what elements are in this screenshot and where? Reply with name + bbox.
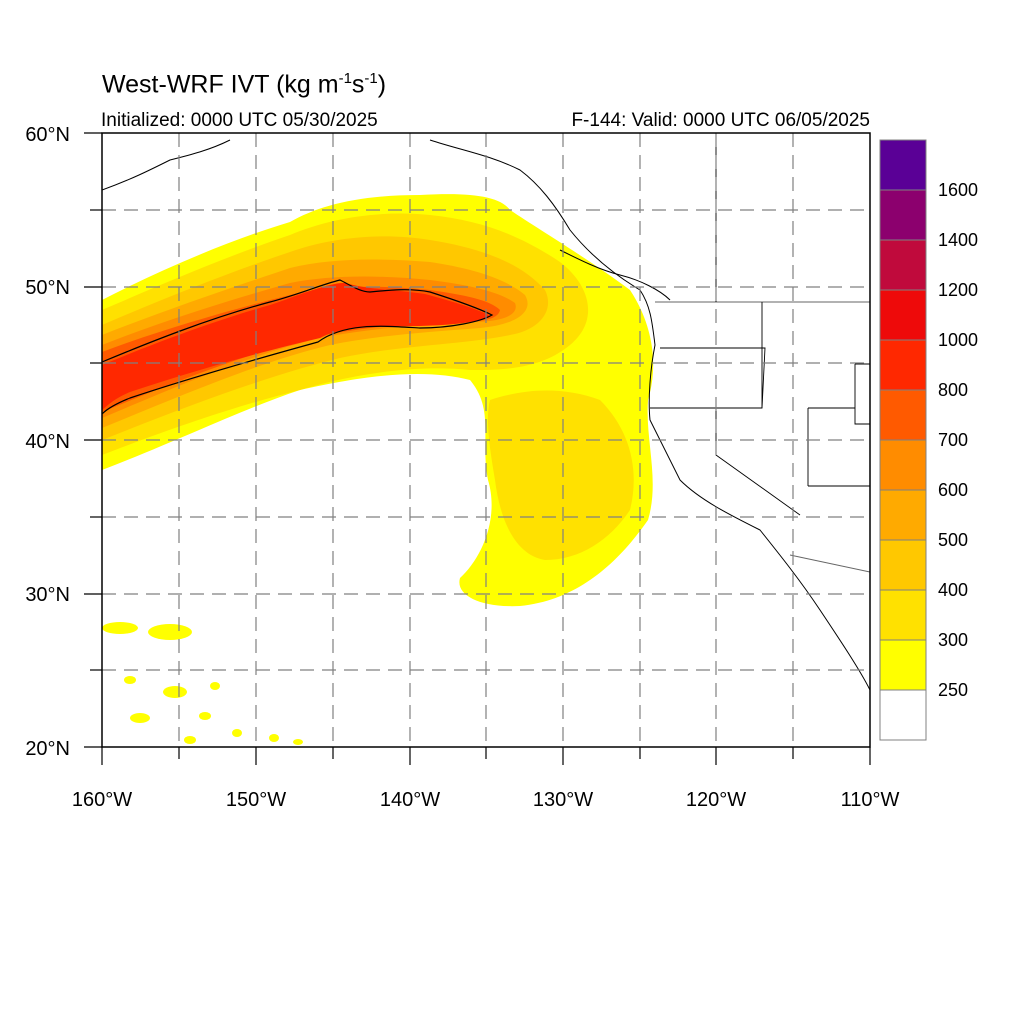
x-tick-label: 150°W — [226, 789, 286, 811]
colorbar-box — [879, 339, 927, 391]
colorbar-label: 700 — [938, 430, 968, 450]
colorbar-label: 400 — [938, 580, 968, 600]
axis-ticks — [84, 132, 871, 765]
colorbar-box — [879, 139, 927, 191]
colorbar-label: 800 — [938, 380, 968, 400]
colorbar-label: 600 — [938, 480, 968, 500]
colorbar-box — [879, 539, 927, 591]
colorbar-label: 250 — [938, 680, 968, 700]
y-tick-label: 60°N — [25, 124, 70, 146]
x-axis-labels: 160°W 150°W 140°W 130°W 120°W 110°W — [72, 789, 900, 811]
colorbar-box — [879, 289, 927, 341]
x-tick-label: 110°W — [841, 789, 900, 811]
y-axis-labels: 20°N 30°N 40°N 50°N 60°N — [25, 124, 70, 760]
x-tick-label: 120°W — [686, 789, 746, 811]
colorbar-label: 300 — [938, 630, 968, 650]
map-title: West-WRF IVT (kg m-1s-1) — [102, 70, 387, 99]
colorbar-box — [879, 639, 927, 691]
colorbar-label: 500 — [938, 530, 968, 550]
colorbar-box — [879, 439, 927, 491]
y-tick-label: 40°N — [25, 431, 70, 453]
ivt-contour-300-south — [487, 390, 634, 560]
valid-time-label: F-144: Valid: 0000 UTC 06/05/2025 — [571, 110, 870, 131]
x-tick-label: 130°W — [533, 789, 593, 811]
colorbar-label: 1400 — [938, 230, 978, 250]
x-tick-label: 160°W — [72, 789, 132, 811]
map-grid — [102, 133, 870, 747]
ivt-contour-line-800 — [102, 279, 494, 415]
colorbar: 250 300 400 500 600 700 800 1000 1200 1400 1600 — [879, 139, 978, 741]
x-tick-label: 140°W — [380, 789, 440, 811]
colorbar-label: 1600 — [938, 180, 978, 200]
colorbar-label: 1200 — [938, 280, 978, 300]
colorbar-box — [879, 239, 927, 291]
ivt-field — [102, 194, 654, 745]
ivt-contour-800 — [102, 282, 490, 410]
colorbar-box — [879, 189, 927, 241]
colorbar-box — [879, 489, 927, 541]
ivt-tropical-patches — [102, 622, 303, 745]
init-time-label: Initialized: 0000 UTC 05/30/2025 — [101, 110, 378, 131]
y-tick-label: 20°N — [25, 738, 70, 760]
y-tick-label: 30°N — [25, 584, 70, 606]
political-borders — [650, 133, 870, 573]
colorbar-box — [879, 689, 927, 741]
colorbar-box — [879, 589, 927, 641]
coastlines — [102, 139, 870, 691]
y-tick-label: 50°N — [25, 277, 70, 299]
colorbar-box — [879, 389, 927, 441]
colorbar-label: 1000 — [938, 330, 978, 350]
